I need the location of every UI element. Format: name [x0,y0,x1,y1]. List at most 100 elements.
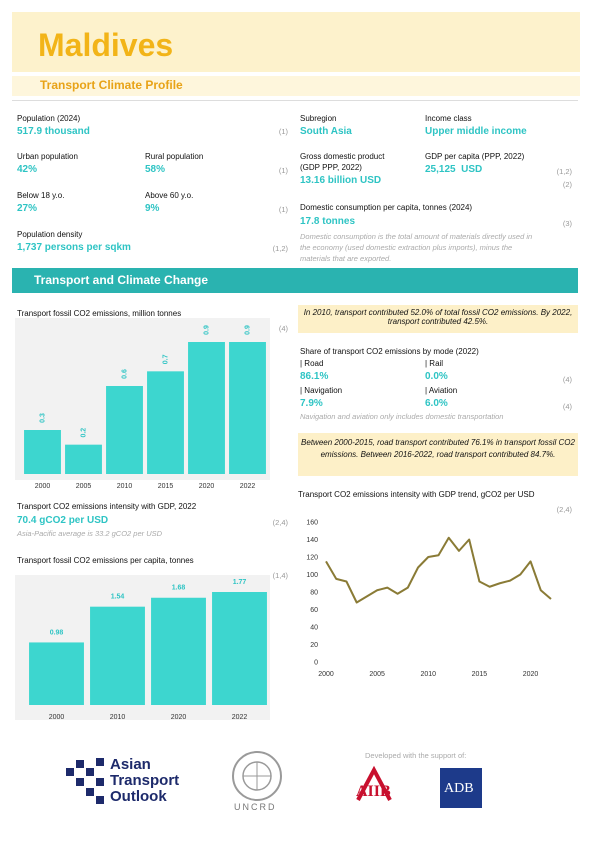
un-emblem [232,751,282,801]
note: Navigation and aviation only includes do… [300,412,504,421]
value-label: 1.68 [172,585,186,592]
mode-label: | Road [300,359,324,368]
stat-label: Below 18 y.o. [17,191,65,200]
callout-box [298,305,578,333]
chart-title: Share of transport CO2 emissions by mode… [300,347,479,356]
y-tick-label: 160 [306,520,318,527]
value-label: 1.77 [233,579,247,586]
callout: In 2010, transport contributed 52.0% of … [303,308,573,326]
callout-box [298,433,578,476]
mode-label: | Aviation [425,386,458,395]
chart-title: Transport CO2 emissions intensity with G… [17,502,197,511]
logo-text: AIIB [356,783,391,800]
divider [12,100,578,101]
bar [24,430,61,474]
section-band [12,268,578,293]
x-tick-label: 2010 [420,671,436,678]
stat-value: Upper middle income [425,126,527,137]
aiib-logo-mark [356,765,392,801]
value-label: 0.2 [80,428,87,438]
mode-value: 6.0% [425,398,448,409]
x-tick-label: 2005 [76,483,92,490]
mode-value: 7.9% [300,398,323,409]
support-text: Developed with the support of: [365,751,467,760]
stat-value: 42% [17,164,38,175]
subtitle-band [12,76,580,96]
ato-logo-mark [66,758,104,804]
source: (1) [278,166,288,175]
stat-label: Rural population [145,152,204,161]
stat-value: 9% [145,203,160,214]
bar [212,592,267,705]
x-tick-label: 2005 [369,671,385,678]
subtitle: Transport Climate Profile [40,78,183,92]
value-label: 0.7 [162,354,169,364]
stat-label: (GDP PPP, 2022) [300,163,362,172]
stat-label: Income class [425,114,472,123]
mode-label: | Rail [425,359,444,368]
x-tick-label: 2020 [171,714,187,721]
source: (3) [562,219,572,228]
mode-label: | Navigation [300,386,343,395]
source: (1) [278,127,288,136]
source: (2,4) [272,518,288,527]
value-label: 0.98 [50,629,64,636]
stat-value: 1,737 persons per sqkm [17,242,131,253]
stat-label: GDP per capita (PPP, 2022) [425,152,525,161]
logo-text: UNCRD [234,802,277,812]
source: (2,4) [556,505,572,514]
bar [106,386,143,474]
source: (1) [278,205,288,214]
x-tick-label: 2000 [318,671,334,678]
x-tick-label: 2000 [49,714,65,721]
mode-value: 86.1% [300,371,329,382]
stat-value: 70.4 gCO2 per USD [17,515,109,526]
y-tick-label: 60 [310,607,318,614]
stat-value: 517.9 thousand [17,126,90,137]
x-tick-label: 2010 [117,483,133,490]
stat-value: 13.16 billion USD [300,175,382,186]
value-label: 0.3 [39,413,46,423]
stat-label: Urban population [17,152,78,161]
x-tick-label: 2015 [158,483,174,490]
adb-logo-box [440,768,482,808]
trend-line [325,536,552,604]
value-label: 0.6 [121,369,128,379]
source: (1,4) [272,571,288,580]
section-title: Transport and Climate Change [34,273,209,287]
y-tick-label: 40 [310,625,318,632]
stat-value: 25,125 USD [425,164,483,175]
x-tick-label: 2022 [240,483,256,490]
stat-value: 58% [145,164,166,175]
bar [29,642,84,705]
bar [229,342,266,474]
bar [147,371,184,474]
source: (2) [562,180,572,189]
stat-value: 27% [17,203,38,214]
bar [188,342,225,474]
source: (1,2) [272,244,288,253]
value-label: 1.54 [111,594,125,601]
source: (1,2) [556,167,572,176]
stat-label: Subregion [300,114,337,123]
stat-label: Population density [17,230,83,239]
note: Domestic consumption is the total amount… [300,232,533,263]
chart-title: Transport fossil CO2 emissions per capit… [17,556,194,565]
x-tick-label: 2020 [199,483,215,490]
y-tick-label: 140 [306,537,318,544]
source: (4) [278,324,288,333]
x-tick-label: 2022 [232,714,248,721]
y-tick-label: 120 [306,555,318,562]
stat-value: 17.8 tonnes [300,216,356,227]
y-tick-label: 80 [310,590,318,597]
stat-label: Domestic consumption per capita, tonnes … [300,203,473,212]
logo-text: Asian [110,756,151,773]
source: (4) [562,402,572,411]
source: (4) [562,375,572,384]
x-tick-label: 2020 [523,671,539,678]
x-tick-label: 2015 [472,671,488,678]
mode-value: 0.0% [425,371,448,382]
header-band [12,12,580,72]
